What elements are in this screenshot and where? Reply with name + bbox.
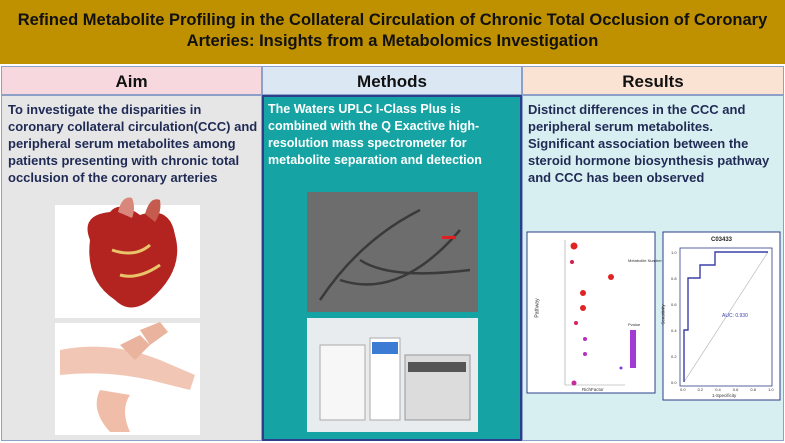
results-text: Distinct differences in the CCC and peri…: [528, 102, 770, 185]
roc-x-tick: 0.0: [680, 387, 686, 392]
wrist-pulse-image: [55, 322, 200, 435]
roc-auc: AUC: 0.930: [722, 313, 748, 319]
roc-x-label: 1-Specificity: [712, 393, 737, 398]
methods-text: The Waters UPLC I-Class Plus is combined…: [268, 102, 482, 167]
roc-x-tick: 1.0: [768, 387, 774, 392]
bubble-color-legend: Pvalue: [628, 322, 641, 327]
roc-y-tick: 0.4: [671, 328, 677, 333]
roc-title: C03433: [710, 237, 733, 243]
roc-curve-image: [662, 231, 781, 401]
roc-y-tick: 0.0: [671, 380, 677, 385]
roc-y-label: Sensitivity: [660, 304, 666, 325]
roc-x-tick: 0.4: [715, 387, 721, 392]
roc-x-tick: 0.8: [750, 387, 756, 392]
title: Refined Metabolite Profiling in the Coll…: [0, 0, 785, 64]
aim-heading: Aim: [1, 66, 262, 95]
results-heading: Results: [522, 66, 784, 95]
lab-instrument-image: [307, 318, 478, 432]
methods-heading: Methods: [262, 66, 522, 95]
aim-text: To investigate the disparities in corona…: [8, 102, 258, 185]
roc-y-tick: 0.2: [671, 354, 677, 359]
roc-y-tick: 0.8: [671, 276, 677, 281]
roc-x-tick: 0.2: [697, 387, 704, 392]
bubble-y-label: Pathway: [534, 298, 541, 318]
roc-y-tick: 1.0: [671, 250, 677, 255]
roc-y-tick: 0.6: [671, 302, 677, 307]
bubble-x-label: RichFactor: [582, 387, 604, 392]
angiogram-image: [307, 192, 478, 312]
bubble-plot-image: [526, 231, 656, 394]
bubble-size-legend: Metabolite Number: [628, 258, 662, 263]
heart-image: [55, 197, 200, 318]
roc-x-tick: 0.6: [732, 387, 739, 392]
